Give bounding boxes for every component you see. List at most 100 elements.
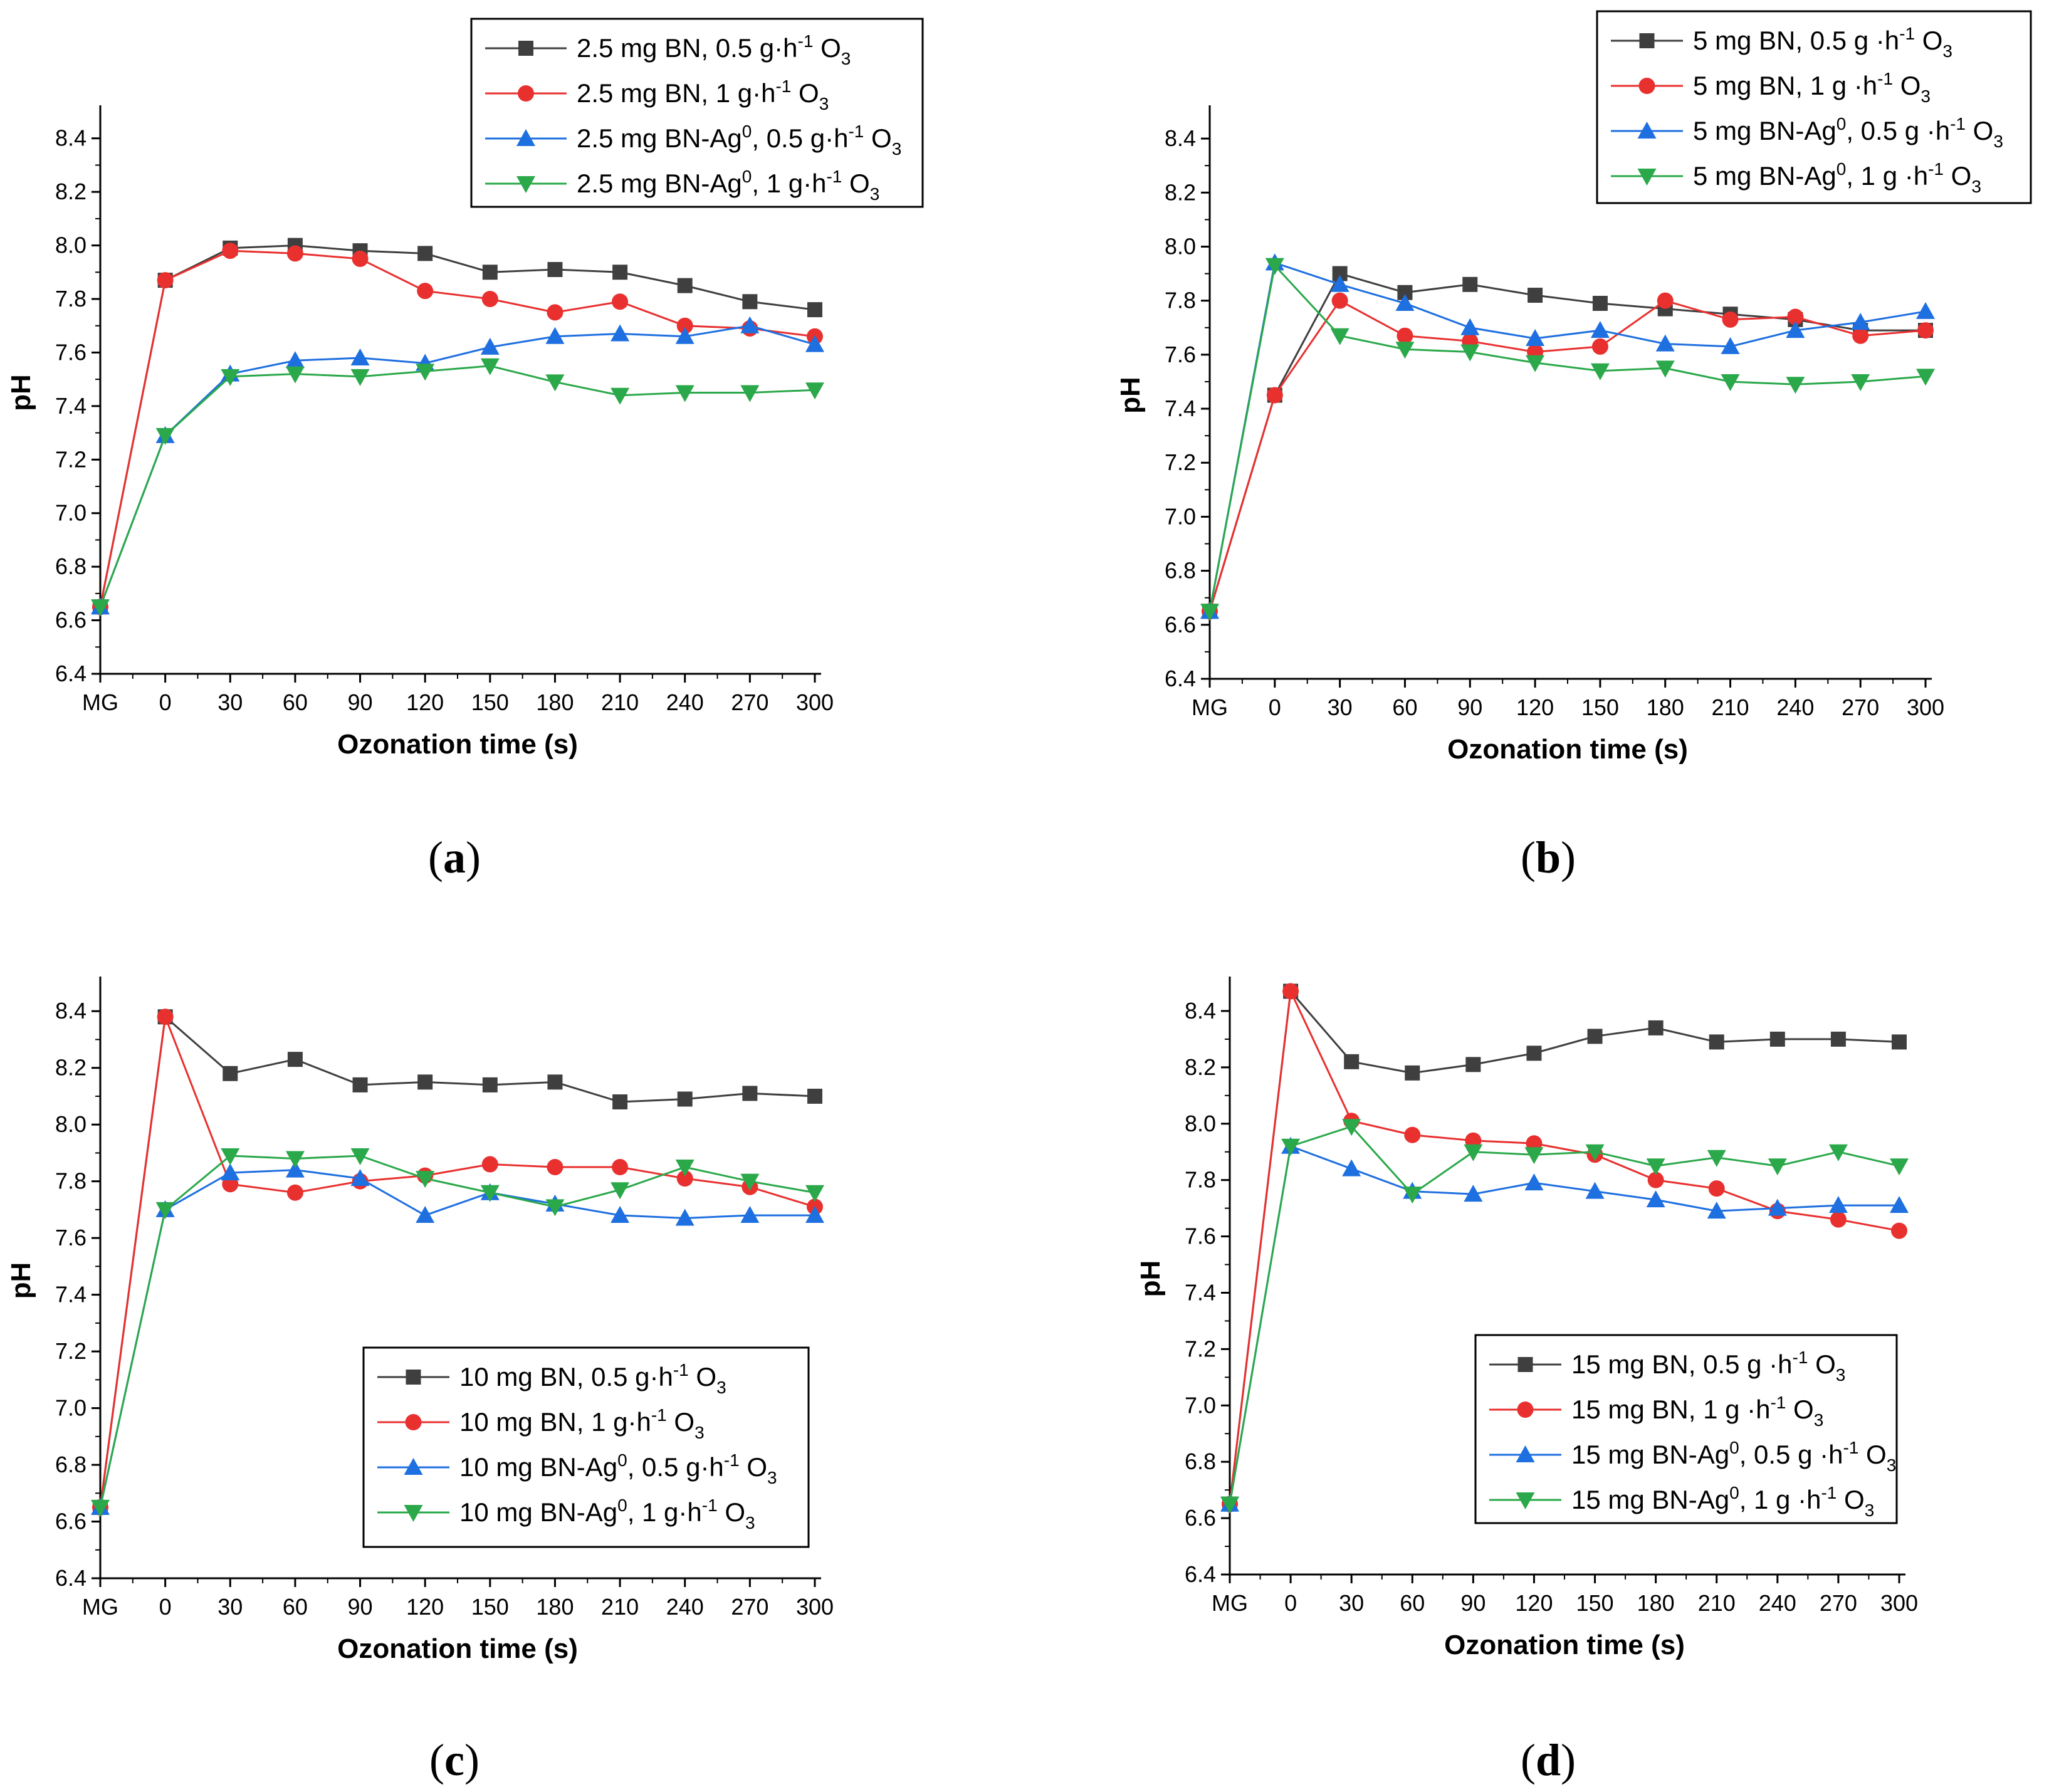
x-tick-label: 270 xyxy=(731,689,768,715)
data-point xyxy=(545,327,565,344)
x-tick-label: 180 xyxy=(1637,1590,1675,1616)
y-tick-label: 7.2 xyxy=(55,1338,86,1364)
x-tick-label: 90 xyxy=(348,689,373,715)
data-point xyxy=(1587,1029,1603,1044)
x-tick-label: 150 xyxy=(471,689,509,715)
legend-marker xyxy=(518,85,534,102)
x-tick-label: MG xyxy=(82,1594,118,1620)
data-point xyxy=(1585,1144,1605,1161)
data-point xyxy=(1526,355,1545,372)
legend-label: 15 mg BN, 1 g ·h-1 O3 xyxy=(1571,1393,1823,1430)
legend: 15 mg BN, 0.5 g ·h-1 O3 15 mg BN, 1 g ·h-… xyxy=(1474,1334,1898,1524)
data-point xyxy=(1917,322,1934,339)
x-axis-title: Ozonation time (s) xyxy=(337,729,578,760)
x-tick-label: 0 xyxy=(1284,1590,1297,1616)
data-point xyxy=(417,283,434,300)
legend-label: 5 mg BN-Ag0, 0.5 g ·h-1 O3 xyxy=(1693,114,2003,151)
data-point xyxy=(1851,313,1870,330)
data-point xyxy=(1281,1138,1301,1156)
data-point xyxy=(350,1148,370,1165)
data-point xyxy=(223,1066,238,1081)
legend-marker xyxy=(1516,1445,1535,1462)
data-point xyxy=(1526,1045,1542,1061)
legend-marker xyxy=(405,1414,422,1430)
legend-marker xyxy=(406,1370,421,1385)
data-point xyxy=(1916,301,1935,319)
series-line xyxy=(99,1015,815,1508)
x-tick-label: 210 xyxy=(601,689,639,715)
series-1 xyxy=(1202,266,1933,619)
legend-marker xyxy=(518,41,533,56)
data-point xyxy=(91,599,110,617)
y-tick-label: 7.8 xyxy=(55,1168,86,1194)
x-tick-label: 180 xyxy=(1647,694,1684,720)
data-point xyxy=(350,1169,370,1187)
y-tick-label: 7.8 xyxy=(1185,1167,1216,1193)
series-line xyxy=(99,1169,815,1508)
data-point xyxy=(612,1094,628,1109)
data-point xyxy=(1397,327,1413,344)
y-tick-label: 8.0 xyxy=(55,1111,86,1137)
y-tick-label: 7.0 xyxy=(1185,1392,1216,1418)
legend-marker xyxy=(1639,33,1655,48)
y-axis-title: pH xyxy=(6,374,36,411)
series-line xyxy=(1208,263,1926,612)
data-point xyxy=(1342,1119,1361,1136)
data-point xyxy=(1590,321,1610,338)
y-tick-label: 6.4 xyxy=(55,661,86,686)
data-point xyxy=(1330,275,1349,292)
data-point xyxy=(807,1088,822,1104)
y-tick-label: 7.2 xyxy=(1185,1336,1216,1361)
data-point xyxy=(676,1170,693,1187)
x-tick-label: 120 xyxy=(1515,1590,1553,1616)
data-point xyxy=(1405,1065,1420,1081)
x-tick-label: 30 xyxy=(217,689,243,715)
series-line xyxy=(99,244,815,607)
data-point xyxy=(221,1148,240,1165)
data-point xyxy=(482,265,498,280)
x-tick-label: 240 xyxy=(666,1594,704,1620)
series-line xyxy=(1229,988,1900,1504)
data-point xyxy=(1830,1211,1847,1228)
y-tick-label: 6.4 xyxy=(1165,666,1196,691)
legend-label: 2.5 mg BN, 0.5 g·h-1 O3 xyxy=(577,31,851,68)
data-point xyxy=(1462,276,1478,292)
data-point xyxy=(1852,327,1869,344)
x-tick-label: 60 xyxy=(1400,1590,1425,1616)
legend-item: 5 mg BN-Ag0, 1 g ·h-1 O3 xyxy=(1611,159,1981,196)
data-point xyxy=(545,374,565,392)
x-tick-label: 300 xyxy=(796,689,834,715)
data-point xyxy=(1722,311,1739,328)
legend: 5 mg BN, 0.5 g ·h-1 O3 5 mg BN, 1 g ·h-1 … xyxy=(1596,10,2032,204)
data-point xyxy=(1524,1147,1544,1165)
data-point xyxy=(1647,1171,1664,1188)
data-point xyxy=(1655,334,1675,352)
x-axis-title: Ozonation time (s) xyxy=(337,1633,578,1664)
x-tick-label: 300 xyxy=(1907,694,1944,720)
y-tick-label: 7.0 xyxy=(55,1395,86,1421)
x-tick-label: 120 xyxy=(406,1594,444,1620)
data-point xyxy=(481,1156,498,1173)
series-line xyxy=(1208,261,1926,612)
y-tick-label: 6.6 xyxy=(1185,1505,1216,1531)
data-point xyxy=(416,1171,435,1188)
data-point xyxy=(1787,308,1804,325)
legend-marker xyxy=(1517,1402,1534,1418)
data-point xyxy=(416,1205,435,1223)
data-point xyxy=(1916,369,1935,386)
data-point xyxy=(482,1077,498,1092)
data-point xyxy=(675,327,694,344)
data-point xyxy=(807,302,822,318)
y-tick-label: 6.8 xyxy=(1185,1449,1216,1474)
legend-label: 15 mg BN-Ag0, 0.5 g ·h-1 O3 xyxy=(1571,1438,1896,1475)
data-point xyxy=(675,1208,694,1226)
series-4 xyxy=(91,358,824,617)
data-point xyxy=(417,246,433,261)
data-point xyxy=(1851,374,1870,391)
data-point xyxy=(1460,344,1480,362)
data-point xyxy=(285,351,305,369)
data-point xyxy=(805,335,824,352)
data-point xyxy=(740,1205,760,1223)
data-point xyxy=(677,1091,693,1107)
data-point xyxy=(417,1074,433,1090)
